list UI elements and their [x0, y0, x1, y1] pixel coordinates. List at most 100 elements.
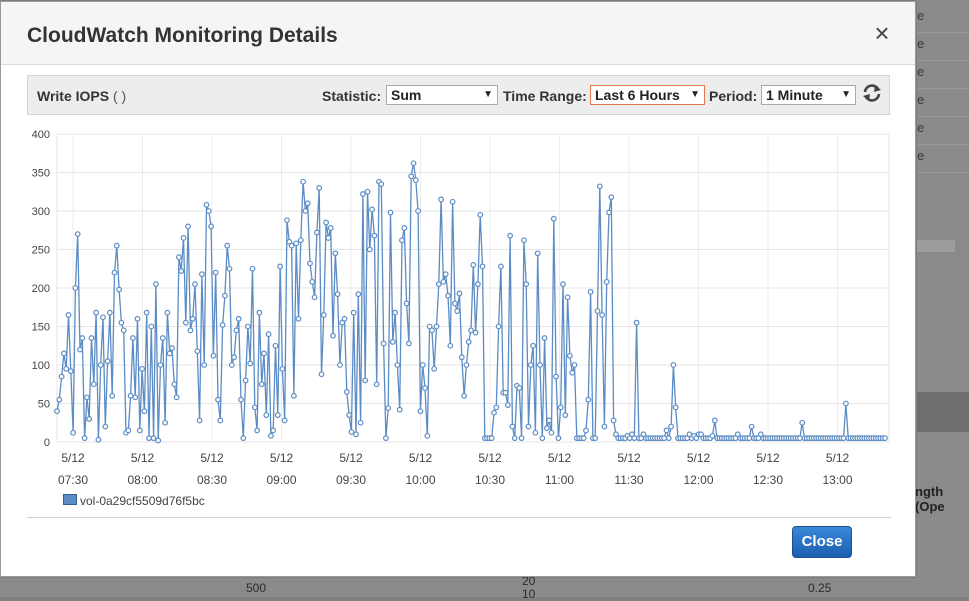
data-point — [88, 335, 95, 341]
x-tick-time: 11:30 — [614, 473, 643, 487]
x-tick-date: 5/12 — [826, 451, 850, 465]
data-point — [297, 237, 304, 244]
data-point — [300, 178, 307, 185]
data-point — [412, 177, 419, 184]
data-point — [440, 278, 447, 285]
data-point — [449, 198, 456, 205]
data-point — [606, 209, 612, 216]
data-point — [187, 327, 194, 334]
data-point — [63, 365, 70, 372]
data-point — [330, 332, 336, 339]
data-point — [267, 432, 274, 439]
data-point — [205, 208, 212, 214]
data-point — [530, 342, 537, 349]
data-point — [90, 381, 97, 388]
background-axis-label: 0.25 — [808, 581, 832, 595]
statistic-select[interactable]: Sum ▼ — [386, 85, 498, 105]
x-tick-time: 08:00 — [127, 473, 157, 487]
data-point — [596, 183, 603, 190]
data-point — [171, 381, 178, 388]
data-point — [327, 225, 334, 231]
data-point — [346, 412, 353, 418]
y-tick-label: 0 — [44, 437, 50, 449]
data-point — [401, 225, 408, 231]
data-point — [210, 352, 217, 359]
data-point — [527, 362, 534, 368]
period-select[interactable]: 1 Minute ▼ — [761, 85, 856, 105]
data-point — [385, 405, 392, 412]
statistic-label: Statistic: — [322, 88, 382, 104]
background-row: e — [917, 144, 969, 173]
data-point — [373, 381, 380, 388]
data-point — [238, 396, 244, 403]
x-tick-date: 5/12 — [478, 451, 502, 465]
x-tick-time: 11:00 — [545, 473, 574, 487]
data-point — [410, 160, 417, 167]
data-point — [389, 338, 396, 345]
close-button[interactable]: Close — [792, 526, 852, 558]
data-point — [251, 404, 258, 411]
x-tick-date: 5/12 — [756, 451, 780, 465]
data-point — [242, 377, 249, 384]
data-point — [599, 312, 605, 318]
data-point — [509, 423, 516, 430]
data-point — [518, 435, 525, 442]
data-point — [270, 427, 277, 434]
data-point — [523, 281, 530, 288]
x-tick-date: 5/12 — [687, 451, 711, 465]
data-point — [113, 242, 120, 249]
data-point — [201, 362, 208, 368]
data-point — [396, 406, 403, 413]
data-point — [507, 232, 514, 239]
x-tick-time: 09:30 — [336, 473, 366, 487]
period-label: Period: — [709, 88, 758, 104]
data-point — [594, 308, 601, 315]
data-point — [293, 240, 300, 247]
data-point — [555, 435, 562, 442]
data-point — [143, 309, 150, 316]
x-tick-date: 5/12 — [339, 451, 363, 465]
data-point — [488, 435, 495, 442]
time-range-select[interactable]: Last 6 Hours ▼ — [590, 85, 705, 105]
data-point — [797, 435, 803, 442]
data-point — [502, 389, 509, 396]
data-point — [226, 265, 233, 272]
data-point — [104, 358, 111, 365]
data-point — [302, 208, 309, 214]
data-point — [217, 417, 224, 424]
data-point — [546, 417, 553, 424]
data-point — [196, 417, 203, 424]
data-point — [399, 237, 405, 244]
y-tick-label: 200 — [32, 283, 50, 295]
data-point — [442, 271, 449, 278]
data-point — [633, 319, 640, 326]
data-point — [601, 423, 608, 430]
data-point — [567, 352, 573, 359]
data-point — [371, 232, 378, 239]
data-point — [212, 269, 219, 276]
y-tick-label: 400 — [32, 129, 50, 141]
close-icon[interactable]: × — [874, 18, 890, 48]
data-point — [415, 208, 422, 214]
data-point — [456, 290, 463, 297]
data-point — [435, 281, 442, 288]
data-point — [307, 260, 313, 267]
data-point — [277, 263, 284, 270]
y-tick-label: 250 — [32, 245, 50, 257]
data-point — [228, 362, 235, 368]
data-point — [663, 427, 670, 434]
x-tick-time: 10:00 — [405, 473, 435, 487]
data-point — [150, 435, 157, 442]
background-row: e — [917, 60, 969, 89]
data-point — [461, 392, 468, 399]
data-point — [79, 335, 86, 341]
data-point — [452, 300, 458, 307]
x-tick-time: 12:00 — [683, 473, 713, 487]
data-point — [120, 327, 127, 334]
data-point — [134, 315, 141, 322]
background-bottom-charts — [0, 578, 917, 597]
data-point — [231, 354, 238, 361]
data-point — [279, 365, 286, 372]
refresh-icon[interactable] — [861, 82, 883, 104]
data-point — [748, 423, 755, 430]
